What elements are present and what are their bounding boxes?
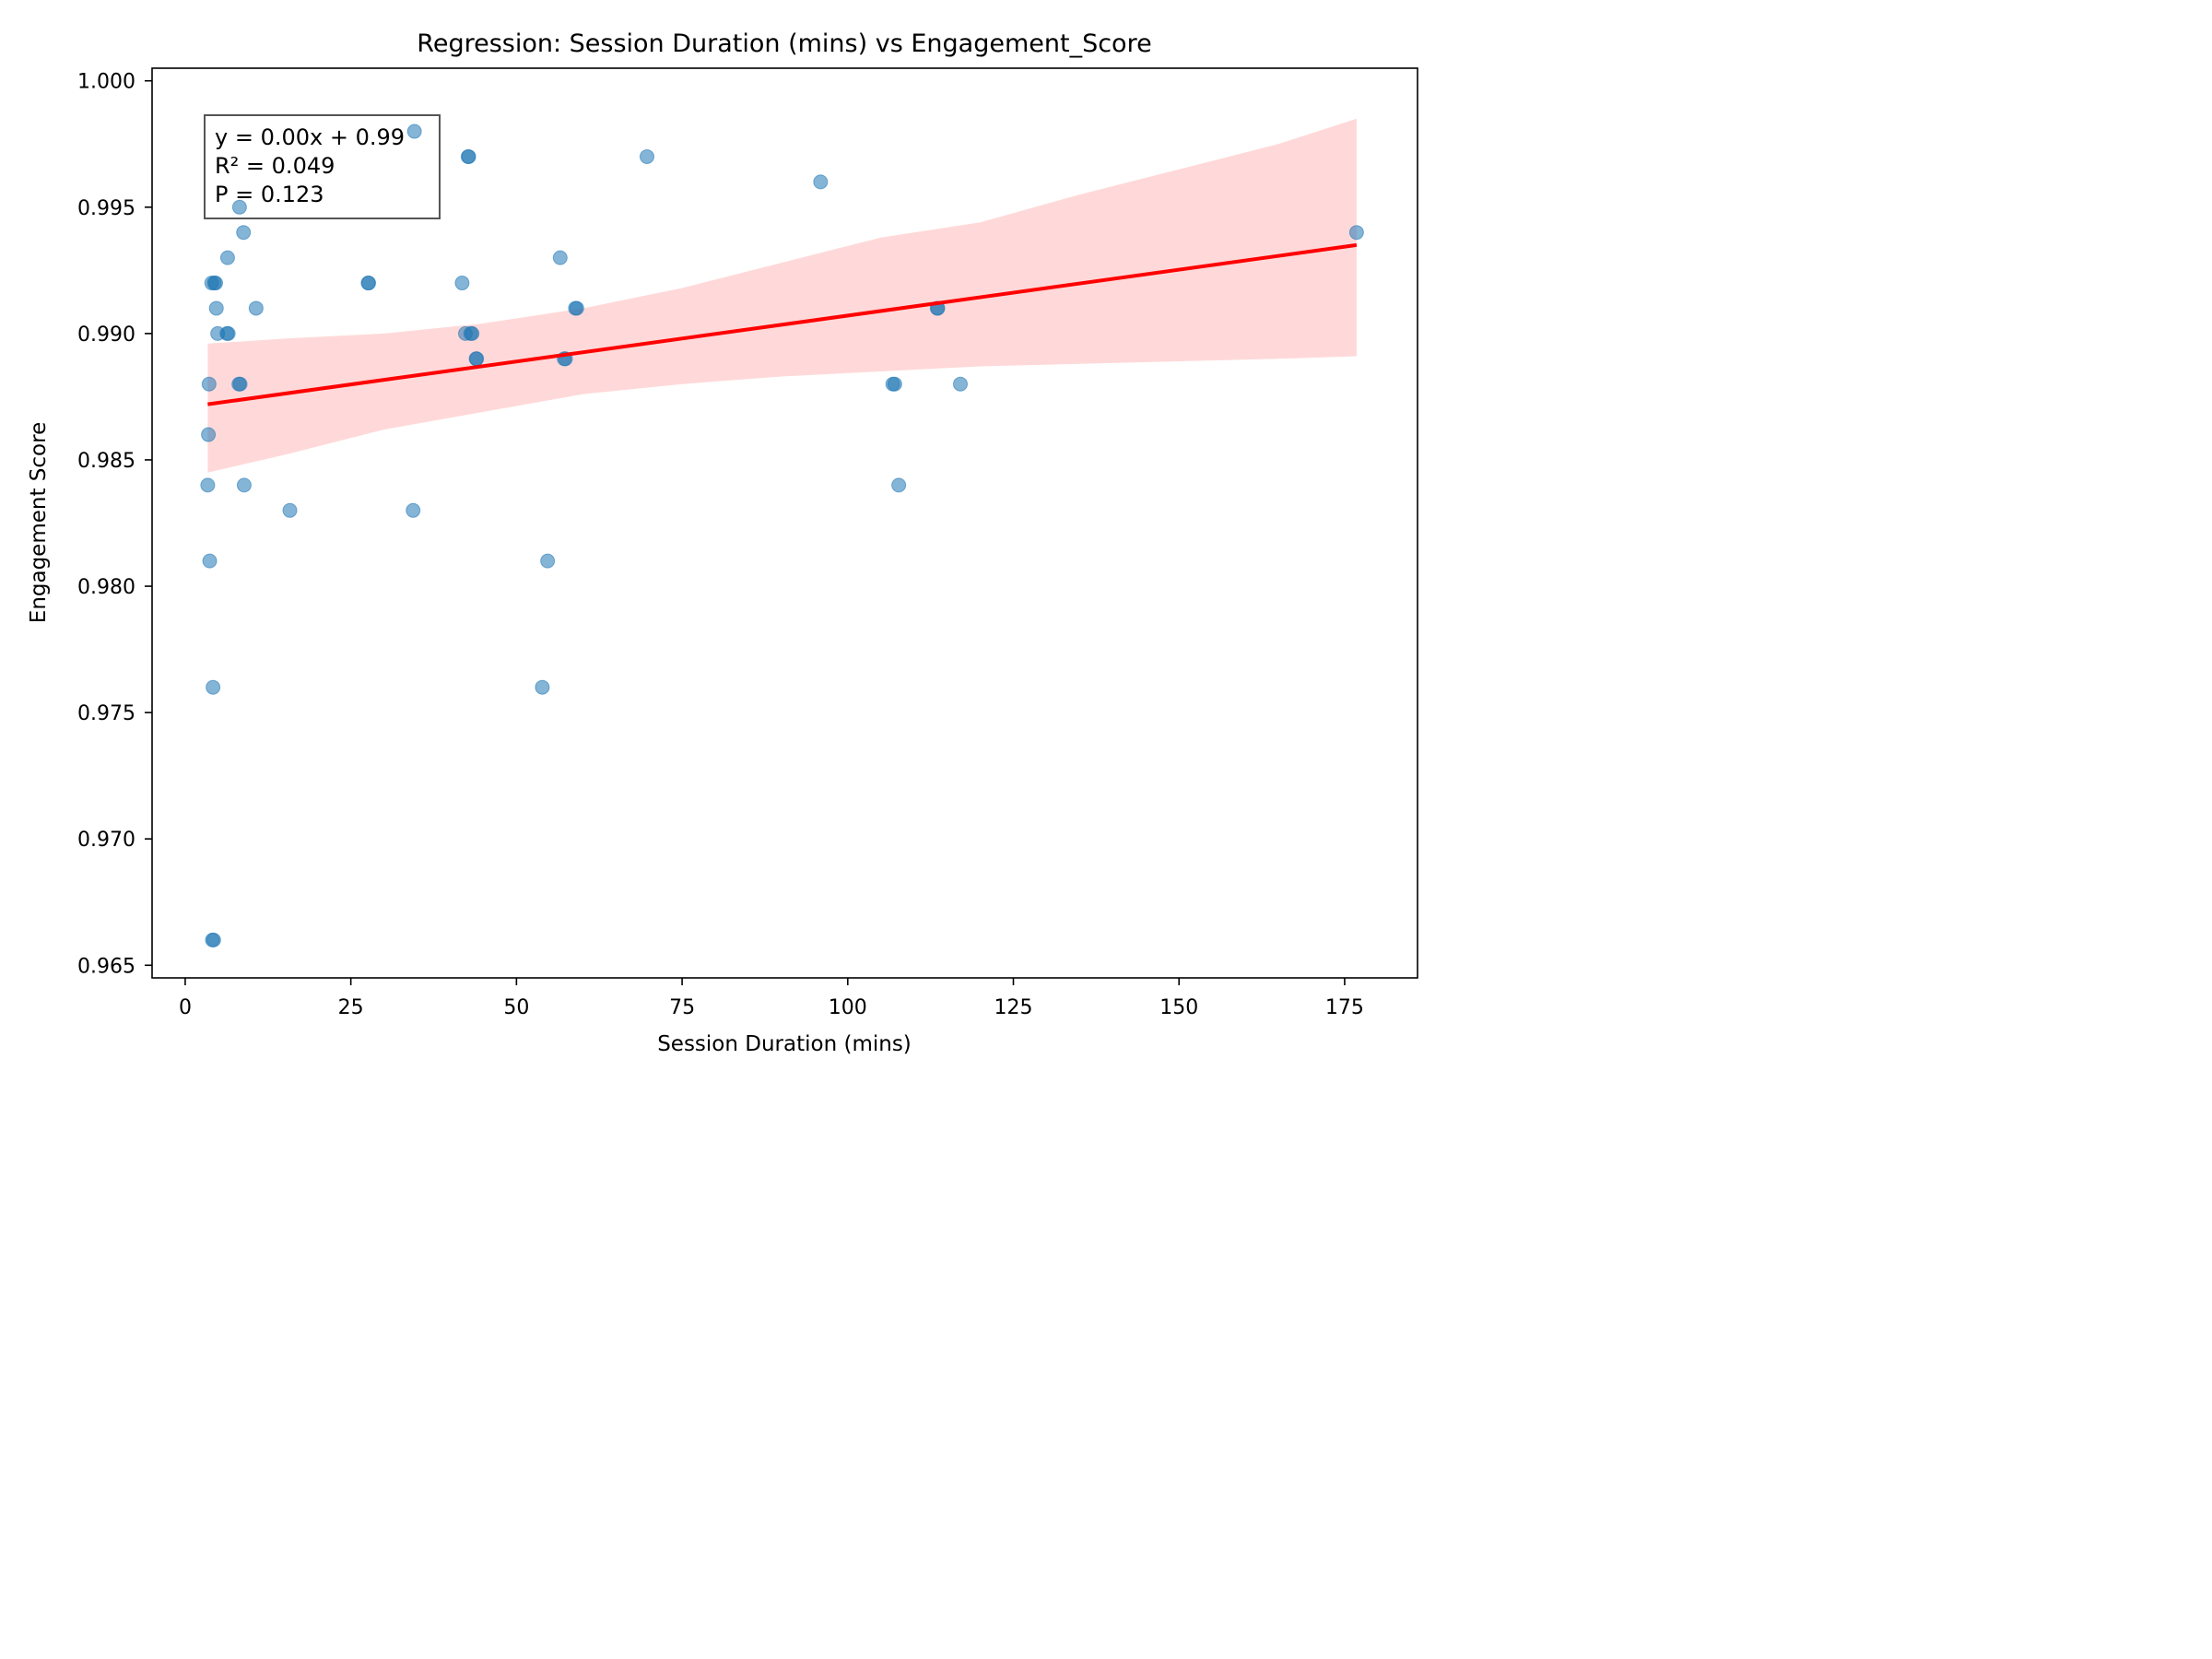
y-tick-label: 0.970 [77,829,135,852]
data-point [1348,225,1364,241]
y-axis-ticks: 0.965 0.970 0.975 0.980 0.985 0.990 0.995 1.000 [77,71,152,978]
data-point [469,351,485,367]
x-tick-label: 175 [1325,996,1364,1019]
x-tick-label: 100 [829,996,867,1019]
y-tick-label: 0.975 [77,702,135,725]
x-tick-label: 0 [179,996,192,1019]
x-tick-label: 150 [1159,996,1198,1019]
data-point [201,376,217,392]
equation-text: y = 0.00x + 0.99 [215,124,405,150]
data-point [406,502,421,518]
chart-title: Regression: Session Duration (mins) vs E… [417,29,1151,58]
data-point [236,225,252,241]
p-value-text: P = 0.123 [215,182,324,207]
data-point [282,502,298,518]
data-point [552,250,568,265]
stats-annotation-box [204,114,441,219]
data-point [208,276,224,291]
data-point [232,376,248,392]
data-point [206,932,221,947]
data-point [220,325,236,341]
regression-line [207,242,1358,406]
data-point [219,250,235,265]
plot-frame [151,67,1418,979]
data-point [202,553,218,569]
data-point [248,300,264,316]
data-point [465,325,480,341]
data-point [639,148,654,164]
y-tick-label: 0.965 [77,955,135,978]
data-point [236,477,252,493]
data-point [454,276,470,291]
data-point [206,679,221,695]
x-axis-ticks: 0 25 50 75 100 125 150 175 [179,978,1364,1019]
data-point [952,376,968,392]
data-point [887,376,902,392]
confidence-band [207,118,1357,473]
y-tick-label: 0.990 [77,324,135,347]
data-point [461,148,477,164]
y-tick-label: 0.995 [77,197,135,220]
data-point [208,300,224,316]
x-tick-label: 25 [338,996,364,1019]
data-point [361,276,377,291]
regression-chart: Regression: Session Duration (mins) vs E… [0,0,1438,1078]
scatter-points [200,124,1364,947]
data-point [540,553,556,569]
x-tick-label: 75 [669,996,695,1019]
data-point [891,477,907,493]
x-tick-label: 125 [994,996,1033,1019]
plot-area [200,118,1364,947]
y-tick-label: 0.980 [77,576,135,599]
x-tick-label: 50 [503,996,529,1019]
x-axis-label: Session Duration (mins) [657,1032,912,1056]
data-point [813,174,829,190]
data-point [569,300,584,316]
data-point [200,477,216,493]
y-axis-label: Engagement Score [27,422,51,623]
r-squared-text: R² = 0.049 [215,153,335,179]
data-point [406,124,422,139]
stats-annotation: y = 0.00x + 0.99 R² = 0.049 P = 0.123 [204,114,441,219]
data-point [231,199,247,215]
data-point [535,679,550,695]
data-point [201,427,217,442]
y-tick-label: 1.000 [77,71,135,94]
y-tick-label: 0.985 [77,450,135,473]
